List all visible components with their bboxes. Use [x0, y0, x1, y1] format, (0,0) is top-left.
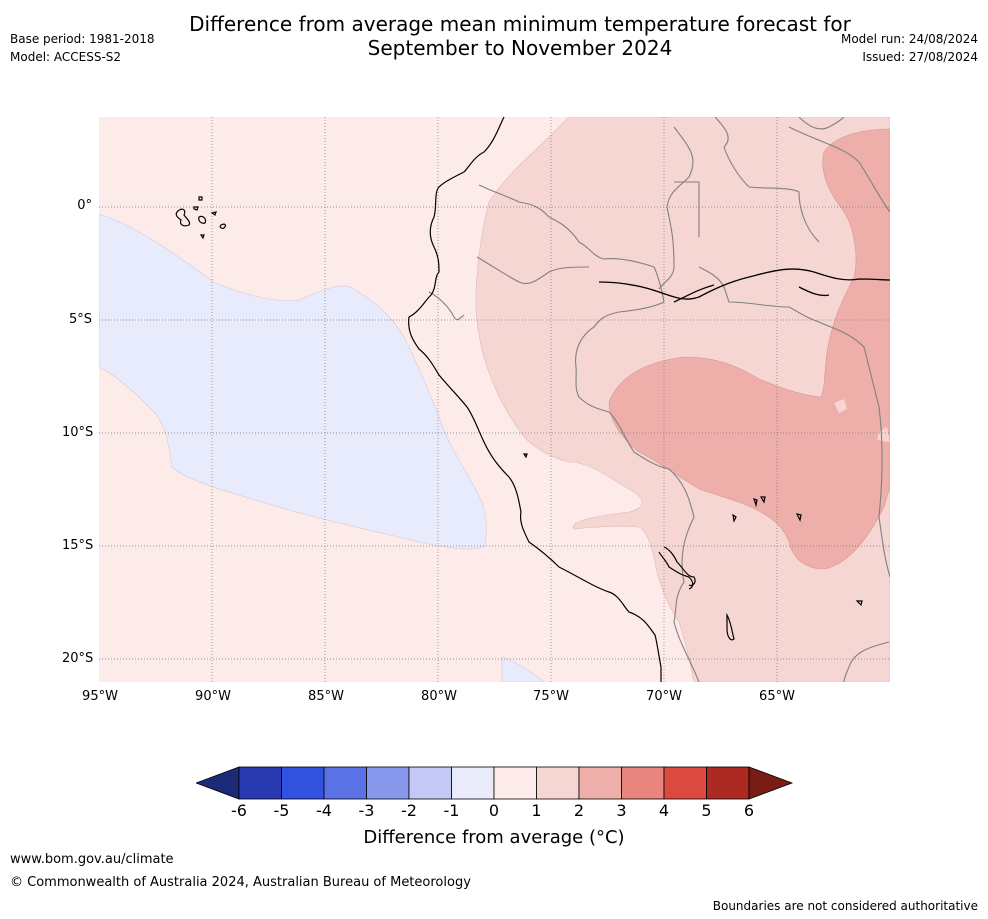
galapagos-islands — [175, 196, 227, 240]
lon-label-80w: 80°W — [421, 689, 457, 704]
anomaly-neg1-0-region — [99, 213, 487, 550]
title-line-1: Difference from average mean minimum tem… — [189, 12, 851, 36]
lon-label-65w: 65°W — [759, 689, 795, 704]
base-period: Base period: 1981-2018 — [10, 32, 155, 46]
anomaly-2-3-region-east — [608, 128, 890, 570]
colorbar-segment — [281, 766, 325, 800]
colorbar-tick-label: -6 — [231, 801, 247, 820]
lat-label-20s: 20°S — [62, 651, 94, 666]
colorbar-segment — [323, 766, 367, 800]
colorbar-tick-label: -2 — [401, 801, 417, 820]
colorbar-tick-label: 2 — [573, 801, 585, 820]
lon-label-75w: 75°W — [533, 689, 569, 704]
colorbar-segment — [238, 766, 282, 800]
colorbar-segment — [536, 766, 580, 800]
colorbar-segment — [578, 766, 622, 800]
colorbar-arrow-low — [196, 766, 240, 800]
colorbar-tick-label: -5 — [273, 801, 290, 820]
lon-label-85w: 85°W — [308, 689, 344, 704]
lat-label-15s: 15°S — [62, 538, 94, 553]
colorbar-tick-label: 5 — [701, 801, 712, 820]
meta-left: Base period: 1981-2018 Model: ACCESS-S2 — [10, 30, 155, 66]
colorbar-tick-label: -1 — [443, 801, 460, 820]
colorbar-segment — [493, 766, 537, 800]
lat-label-10s: 10°S — [62, 425, 94, 440]
colorbar-label: Difference from average (°C) — [363, 827, 625, 848]
colorbar-segment — [408, 766, 452, 800]
colorbar-tick-label: 6 — [743, 801, 755, 820]
colorbar — [196, 766, 794, 800]
lakes — [522, 453, 863, 641]
lat-label-0: 0° — [77, 198, 92, 213]
colorbar-segment — [366, 766, 410, 800]
anomaly-1-2-island — [834, 399, 847, 413]
graticule — [99, 117, 890, 682]
colorbar-segments — [196, 766, 794, 800]
colorbar-segment — [663, 766, 707, 800]
lon-label-70w: 70°W — [646, 689, 682, 704]
colorbar-tick-label: -3 — [358, 801, 375, 820]
copyright-text: © Commonwealth of Australia 2024, Austra… — [10, 875, 471, 890]
country-borders — [428, 117, 890, 682]
boundaries-disclaimer: Boundaries are not considered authoritat… — [712, 899, 978, 913]
coastlines — [408, 117, 694, 682]
colorbar-segment — [451, 766, 495, 800]
lat-label-5s: 5°S — [68, 312, 92, 327]
model-run: Model run: 24/08/2024 — [840, 32, 978, 46]
website-link[interactable]: www.bom.gov.au/climate — [10, 852, 174, 867]
colorbar-tick-label: 0 — [488, 801, 500, 820]
colorbar-tick-label: -4 — [316, 801, 332, 820]
colorbar-arrow-high — [748, 766, 794, 800]
colorbar-tick-label: 3 — [616, 801, 627, 820]
anomaly-neg1-0-small — [501, 656, 545, 682]
forecast-map — [99, 117, 890, 682]
map-title: Difference from average mean minimum tem… — [160, 12, 880, 60]
model-name: Model: ACCESS-S2 — [10, 50, 122, 64]
colorbar-tick-label: 4 — [658, 801, 670, 820]
anomaly-1-2-island-2 — [877, 427, 890, 442]
issued-date: Issued: 27/08/2024 — [862, 50, 978, 64]
colorbar-segment — [621, 766, 665, 800]
colorbar-tick-label: 1 — [531, 801, 542, 820]
meta-right: Model run: 24/08/2024 Issued: 27/08/2024 — [841, 30, 978, 66]
colorbar-segment — [706, 766, 750, 800]
rivers — [598, 268, 890, 303]
lon-label-95w: 95°W — [82, 689, 118, 704]
title-line-2: September to November 2024 — [367, 36, 673, 60]
lon-label-90w: 90°W — [195, 689, 231, 704]
